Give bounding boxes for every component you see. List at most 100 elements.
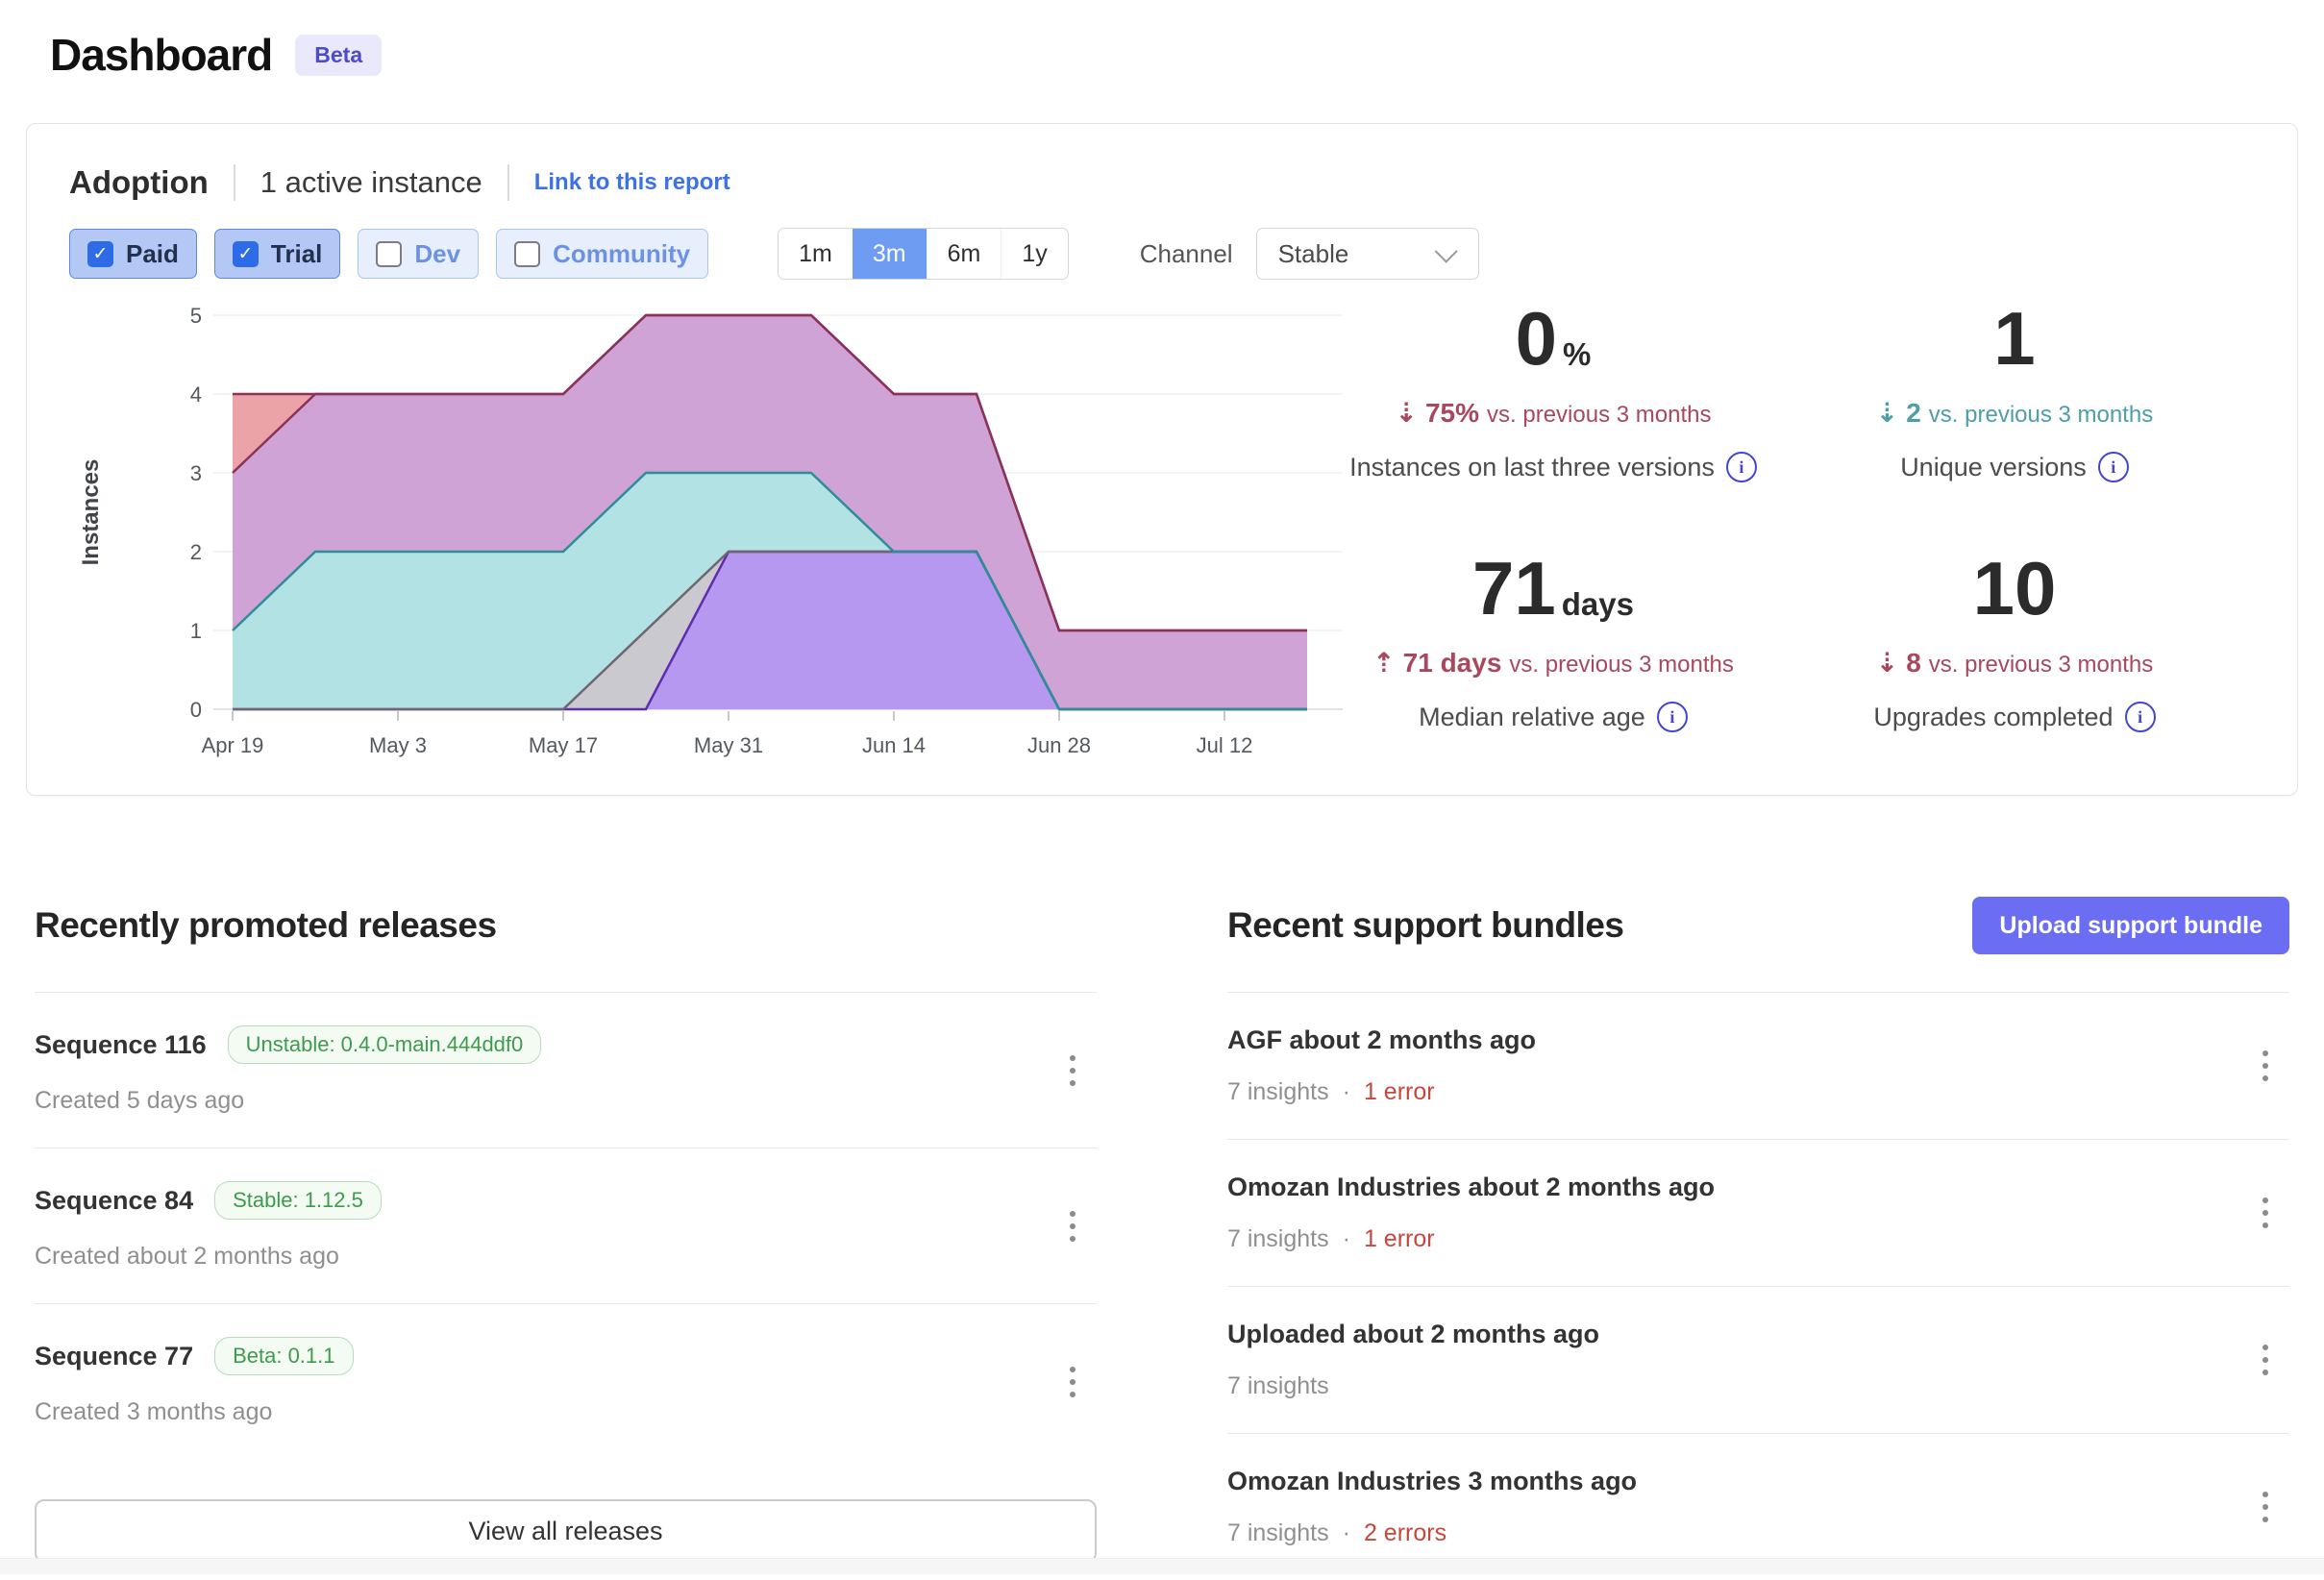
adoption-card: Adoption 1 active instance Link to this … bbox=[26, 123, 2298, 796]
stat-label-text: Upgrades completed bbox=[1873, 702, 2114, 731]
support-bundle-item[interactable]: Omozan Industries 3 months ago 7 insights… bbox=[1227, 1434, 2289, 1580]
info-icon[interactable]: i bbox=[1656, 702, 1688, 732]
link-to-report[interactable]: Link to this report bbox=[533, 169, 730, 195]
bundle-insights: 7 insights bbox=[1227, 1519, 1329, 1546]
kebab-menu-icon[interactable] bbox=[2255, 1337, 2276, 1383]
stat-change-suffix: vs. previous 3 months bbox=[1928, 652, 2154, 678]
kebab-dot bbox=[1070, 1366, 1075, 1372]
kebab-menu-icon[interactable] bbox=[1062, 1359, 1083, 1405]
bundle-item-top: AGF about 2 months ago bbox=[1227, 1025, 2222, 1055]
bundles-section: Recent support bundles Upload support bu… bbox=[1220, 892, 2297, 1580]
x-tick-label: Apr 19 bbox=[202, 733, 264, 757]
bundle-list: AGF about 2 months ago 7 insights · 1 error… bbox=[1227, 993, 2289, 1580]
support-bundle-item[interactable]: Omozan Industries about 2 months ago 7 in… bbox=[1227, 1140, 2289, 1287]
info-icon[interactable]: i bbox=[2097, 452, 2129, 482]
info-icon[interactable]: i bbox=[2124, 702, 2156, 732]
divider bbox=[233, 164, 235, 201]
stat-change-value: 75% bbox=[1424, 398, 1480, 428]
stat-label-text: Unique versions bbox=[1900, 452, 2087, 481]
checkbox-unchecked-icon bbox=[514, 240, 541, 267]
stat-label-text: Instances on last three versions bbox=[1349, 452, 1715, 481]
kebab-dot bbox=[2262, 1063, 2268, 1069]
checkbox-checked-icon: ✓ bbox=[87, 240, 113, 267]
y-tick-label: 5 bbox=[190, 304, 202, 328]
series-teal-area bbox=[233, 473, 1307, 709]
stat-number: 71 bbox=[1472, 546, 1556, 630]
filter-dev[interactable]: Dev bbox=[358, 229, 480, 279]
kebab-menu-icon[interactable] bbox=[2255, 1484, 2276, 1530]
release-item[interactable]: Sequence 77 Beta: 0.1.1 Created 3 months a… bbox=[35, 1304, 1097, 1459]
adoption-chart: 0 1 2 3 4 5 Instances Apr 19 May 3 May 17 May 31 Ju… bbox=[69, 301, 1357, 767]
trend-up-icon: ⇡ bbox=[1372, 648, 1396, 678]
bundle-errors: 2 errors bbox=[1363, 1519, 1447, 1546]
filter-trial[interactable]: ✓ Trial bbox=[213, 229, 341, 279]
stat-value: 0% bbox=[1323, 301, 1784, 376]
release-title: Sequence 116 bbox=[35, 1029, 207, 1059]
stat-number: 1 bbox=[1993, 296, 2036, 381]
release-created: Created 5 days ago bbox=[35, 1087, 245, 1114]
stat-label-text: Median relative age bbox=[1419, 702, 1645, 731]
checkbox-unchecked-icon bbox=[376, 240, 403, 267]
range-3m[interactable]: 3m bbox=[852, 229, 927, 279]
y-tick-label: 2 bbox=[190, 540, 202, 564]
kebab-dot bbox=[2262, 1050, 2268, 1056]
kebab-menu-icon[interactable] bbox=[2255, 1043, 2276, 1089]
stat-unit: days bbox=[1561, 586, 1634, 622]
bundle-insights: 7 insights bbox=[1227, 1372, 1329, 1399]
upload-support-bundle-button[interactable]: Upload support bundle bbox=[1972, 897, 2289, 954]
release-title: Sequence 77 bbox=[35, 1341, 194, 1370]
y-tick-label: 0 bbox=[190, 698, 202, 722]
y-tick-label: 3 bbox=[190, 461, 202, 485]
stat-change: ⇣ 2 vs. previous 3 months bbox=[1784, 397, 2245, 429]
release-channel-badge: Beta: 0.1.1 bbox=[214, 1337, 354, 1375]
range-6m[interactable]: 6m bbox=[926, 229, 1001, 279]
kebab-dot bbox=[2262, 1517, 2268, 1522]
stat-change: ⇣ 8 vs. previous 3 months bbox=[1784, 647, 2245, 679]
kebab-dot bbox=[2262, 1210, 2268, 1216]
range-1m[interactable]: 1m bbox=[779, 229, 853, 279]
adoption-filter-row: ✓ Paid ✓ Trial Dev Community 1m 3m 6m 1y Channel… bbox=[69, 228, 2255, 280]
channel-select[interactable]: Stable bbox=[1255, 228, 1479, 280]
license-filters: ✓ Paid ✓ Trial Dev Community bbox=[69, 229, 709, 279]
beta-badge: Beta bbox=[295, 34, 383, 76]
stat-value: 1 bbox=[1784, 301, 2245, 376]
info-icon[interactable]: i bbox=[1725, 452, 1757, 482]
bundle-meta-separator: · bbox=[1342, 1225, 1350, 1252]
stat-change: ⇡ 71 days vs. previous 3 months bbox=[1323, 647, 1784, 679]
stacked-area-chart: 0 1 2 3 4 5 Instances Apr 19 May 3 May 17 May 31 Ju… bbox=[78, 304, 1343, 757]
release-item[interactable]: Sequence 116 Unstable: 0.4.0-main.444ddf0… bbox=[35, 993, 1097, 1148]
divider bbox=[35, 992, 1097, 993]
release-item-top: Sequence 77 Beta: 0.1.1 bbox=[35, 1337, 1029, 1375]
stat-card: 71 days ⇡ 71 days vs. previous 3 months Media… bbox=[1323, 551, 1784, 753]
page-bottom-strip bbox=[0, 1558, 2324, 1574]
stat-value: 71 days bbox=[1323, 551, 1784, 626]
kebab-menu-icon[interactable] bbox=[2255, 1190, 2276, 1236]
bundle-meta: 7 insights · 2 errors bbox=[1227, 1519, 2222, 1547]
bundle-title: Uploaded about 2 months ago bbox=[1227, 1320, 1600, 1348]
bundle-meta: 7 insights bbox=[1227, 1372, 2222, 1400]
kebab-menu-icon[interactable] bbox=[1062, 1048, 1083, 1094]
stat-card: 1 ⇣ 2 vs. previous 3 months Unique versions i bbox=[1784, 301, 2245, 503]
support-bundle-item[interactable]: Uploaded about 2 months ago 7 insights bbox=[1227, 1287, 2289, 1434]
filter-paid[interactable]: ✓ Paid bbox=[69, 229, 197, 279]
kebab-dot bbox=[1070, 1067, 1075, 1074]
release-channel-badge: Stable: 1.12.5 bbox=[214, 1181, 382, 1220]
releases-heading: Recently promoted releases bbox=[35, 905, 497, 945]
range-1y[interactable]: 1y bbox=[1001, 229, 1068, 279]
page-header: Dashboard Beta bbox=[0, 0, 2324, 81]
y-tick-label: 1 bbox=[190, 619, 202, 643]
release-item[interactable]: Sequence 84 Stable: 1.12.5 Created about 2… bbox=[35, 1148, 1097, 1304]
kebab-menu-icon[interactable] bbox=[1062, 1203, 1083, 1249]
stat-number: 10 bbox=[1972, 546, 2057, 630]
stat-change-suffix: vs. previous 3 months bbox=[1509, 652, 1734, 678]
series-teal-line bbox=[232, 471, 1307, 711]
kebab-dot bbox=[2262, 1492, 2268, 1497]
support-bundle-item[interactable]: AGF about 2 months ago 7 insights · 1 error bbox=[1227, 993, 2289, 1140]
trend-down-icon: ⇣ bbox=[1875, 398, 1899, 428]
release-channel-badge: Unstable: 0.4.0-main.444ddf0 bbox=[227, 1025, 542, 1064]
trend-down-icon: ⇣ bbox=[1395, 398, 1418, 428]
bundle-errors: 1 error bbox=[1363, 1078, 1435, 1105]
view-all-releases-button[interactable]: View all releases bbox=[35, 1499, 1097, 1563]
filter-community[interactable]: Community bbox=[496, 229, 709, 279]
series-salmon-line bbox=[233, 313, 1307, 632]
